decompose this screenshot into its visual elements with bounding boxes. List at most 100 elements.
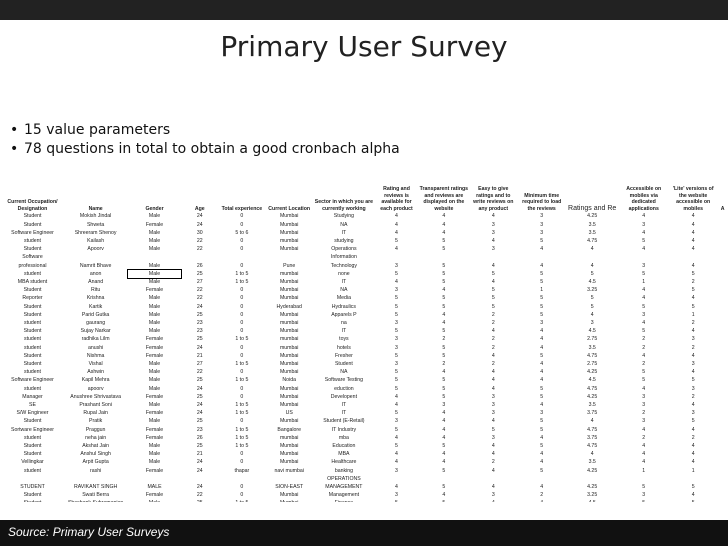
table-cell: Mumbai [279,451,299,458]
table-cell: Mokish Jindal [79,213,112,220]
table-cell [717,385,728,393]
table-cell: 1 to 5 [219,499,265,502]
table-cell: 3.25 [587,492,598,499]
table-cell: professional [18,262,47,269]
table-cell: student [23,270,42,277]
table-cell: 4.75 [587,426,598,433]
table-cell: Student [23,418,42,425]
table-cell: 4 [442,320,446,327]
table-cell: 4 [691,213,695,220]
table-cell: Male [148,459,161,466]
table-cell [717,409,728,417]
table-cell: Male [148,303,161,310]
table-cell: Swati Berra [82,492,110,499]
table-cell: 3.5 [588,229,596,236]
table-cell: 1 [642,467,646,474]
table-cell: Mumbai [265,499,313,502]
table-cell: MALE [147,484,162,491]
table-cell: 2 [691,320,695,327]
table-cell: 4 [590,262,594,269]
table-cell [128,475,181,483]
table-cell: 0 [240,295,244,302]
table-cell [566,253,619,261]
table-cell: 25 [196,311,203,318]
table-cell: 5 [691,484,695,491]
table-cell: 5 [642,237,646,244]
table-cell [669,253,717,261]
survey-table-image: Current Occupation/ Designation Name Gende… [2,186,728,502]
table-cell: 4 [442,311,446,318]
table-cell: 4 [491,237,495,244]
table-cell: 5 [642,377,646,384]
column-header: Sector in which you are currently workin… [314,199,374,212]
table-cell: student [23,344,42,351]
table-cell: mumbai [279,344,299,351]
table-cell: Female [145,287,164,294]
table-cell: Praggun [85,426,106,433]
table-row: STUDENT RAVIKANT SINGH MALE 24 0 SION-EAST MAN… [2,483,728,491]
table-cell: 4 [691,451,695,458]
table-cell: 4 [642,385,646,392]
table-cell: Student [23,451,42,458]
bullet-dot-icon: • [10,122,19,138]
table-cell: 3 [395,287,398,294]
table-cell: 3 [590,320,594,327]
table-cell: 4.25 [587,484,598,491]
table-cell: Arpit Gupta [82,459,109,466]
table-cell: 0 [240,385,244,392]
table-cell: Mumbai [279,311,299,318]
table-cell [717,335,728,343]
table-cell: Shashank Subramanian [63,499,128,502]
bullet-text: 78 questions in total to obtain a good c… [24,141,400,157]
table-cell: 4 [691,246,695,253]
table-cell: Male [148,369,161,376]
table-cell: Mumbai [279,295,299,302]
table-cell: Male [148,377,161,384]
table-cell: 25 [196,393,203,400]
table-cell: 1 to 5 [235,434,249,441]
table-cell: 3 [540,229,544,236]
table-cell: 5 [540,237,544,244]
table-cell: 3 [491,402,495,409]
table-cell: 3 [642,492,646,499]
table-cell: Mumbai [279,492,299,499]
table-cell: 30 [196,229,203,236]
table-cell: 4 [642,229,646,236]
table-cell: 3 [540,221,544,228]
table-cell: hotels [336,344,351,351]
table-cell: IT [341,279,347,285]
table-cell: 4 [642,295,646,302]
table-cell: 4 [642,287,646,294]
table-cell: Male [148,279,161,285]
table-cell: 5 [395,237,398,244]
table-cell: 4.75 [587,237,598,244]
table-cell: 4 [540,377,544,384]
source-note: Source: Primary User Surveys [8,525,170,539]
table-cell [63,475,128,483]
table-cell: 0 [240,459,244,466]
column-header: Total experience [221,205,263,212]
table-cell [717,278,728,286]
table-cell: 2 [491,320,495,327]
table-cell: 5 [642,270,646,277]
table-cell [669,475,717,483]
table-cell: 24 [196,402,203,409]
table-cell: 4 [442,213,446,220]
table-cell: 5 [419,499,470,502]
table-cell: 5 [691,270,695,277]
table-cell: 5 [395,328,398,335]
column-header: A [720,205,725,212]
table-cell: 4 [691,295,695,302]
table-cell: Female [145,426,164,433]
table-cell: 4 [395,246,398,253]
table-cell: radhika Lilm [81,336,110,343]
table-cell: 4 [491,451,495,458]
table-cell: 5 [442,443,446,450]
table-cell: 3 [395,336,398,343]
table-cell: 4 [442,410,446,417]
table-row: Student Ritu Female 22 0 Mumbai NA 3 4 5 1 3.25 4 5 [2,286,728,294]
table-cell: 3 [691,410,695,417]
table-cell: 5 [691,377,695,384]
table-row: Student Vishal Male 27 1 to 5 Mumbai Student 3 2… [2,360,728,368]
column-header: Current Occupation/ Designation [7,199,58,212]
